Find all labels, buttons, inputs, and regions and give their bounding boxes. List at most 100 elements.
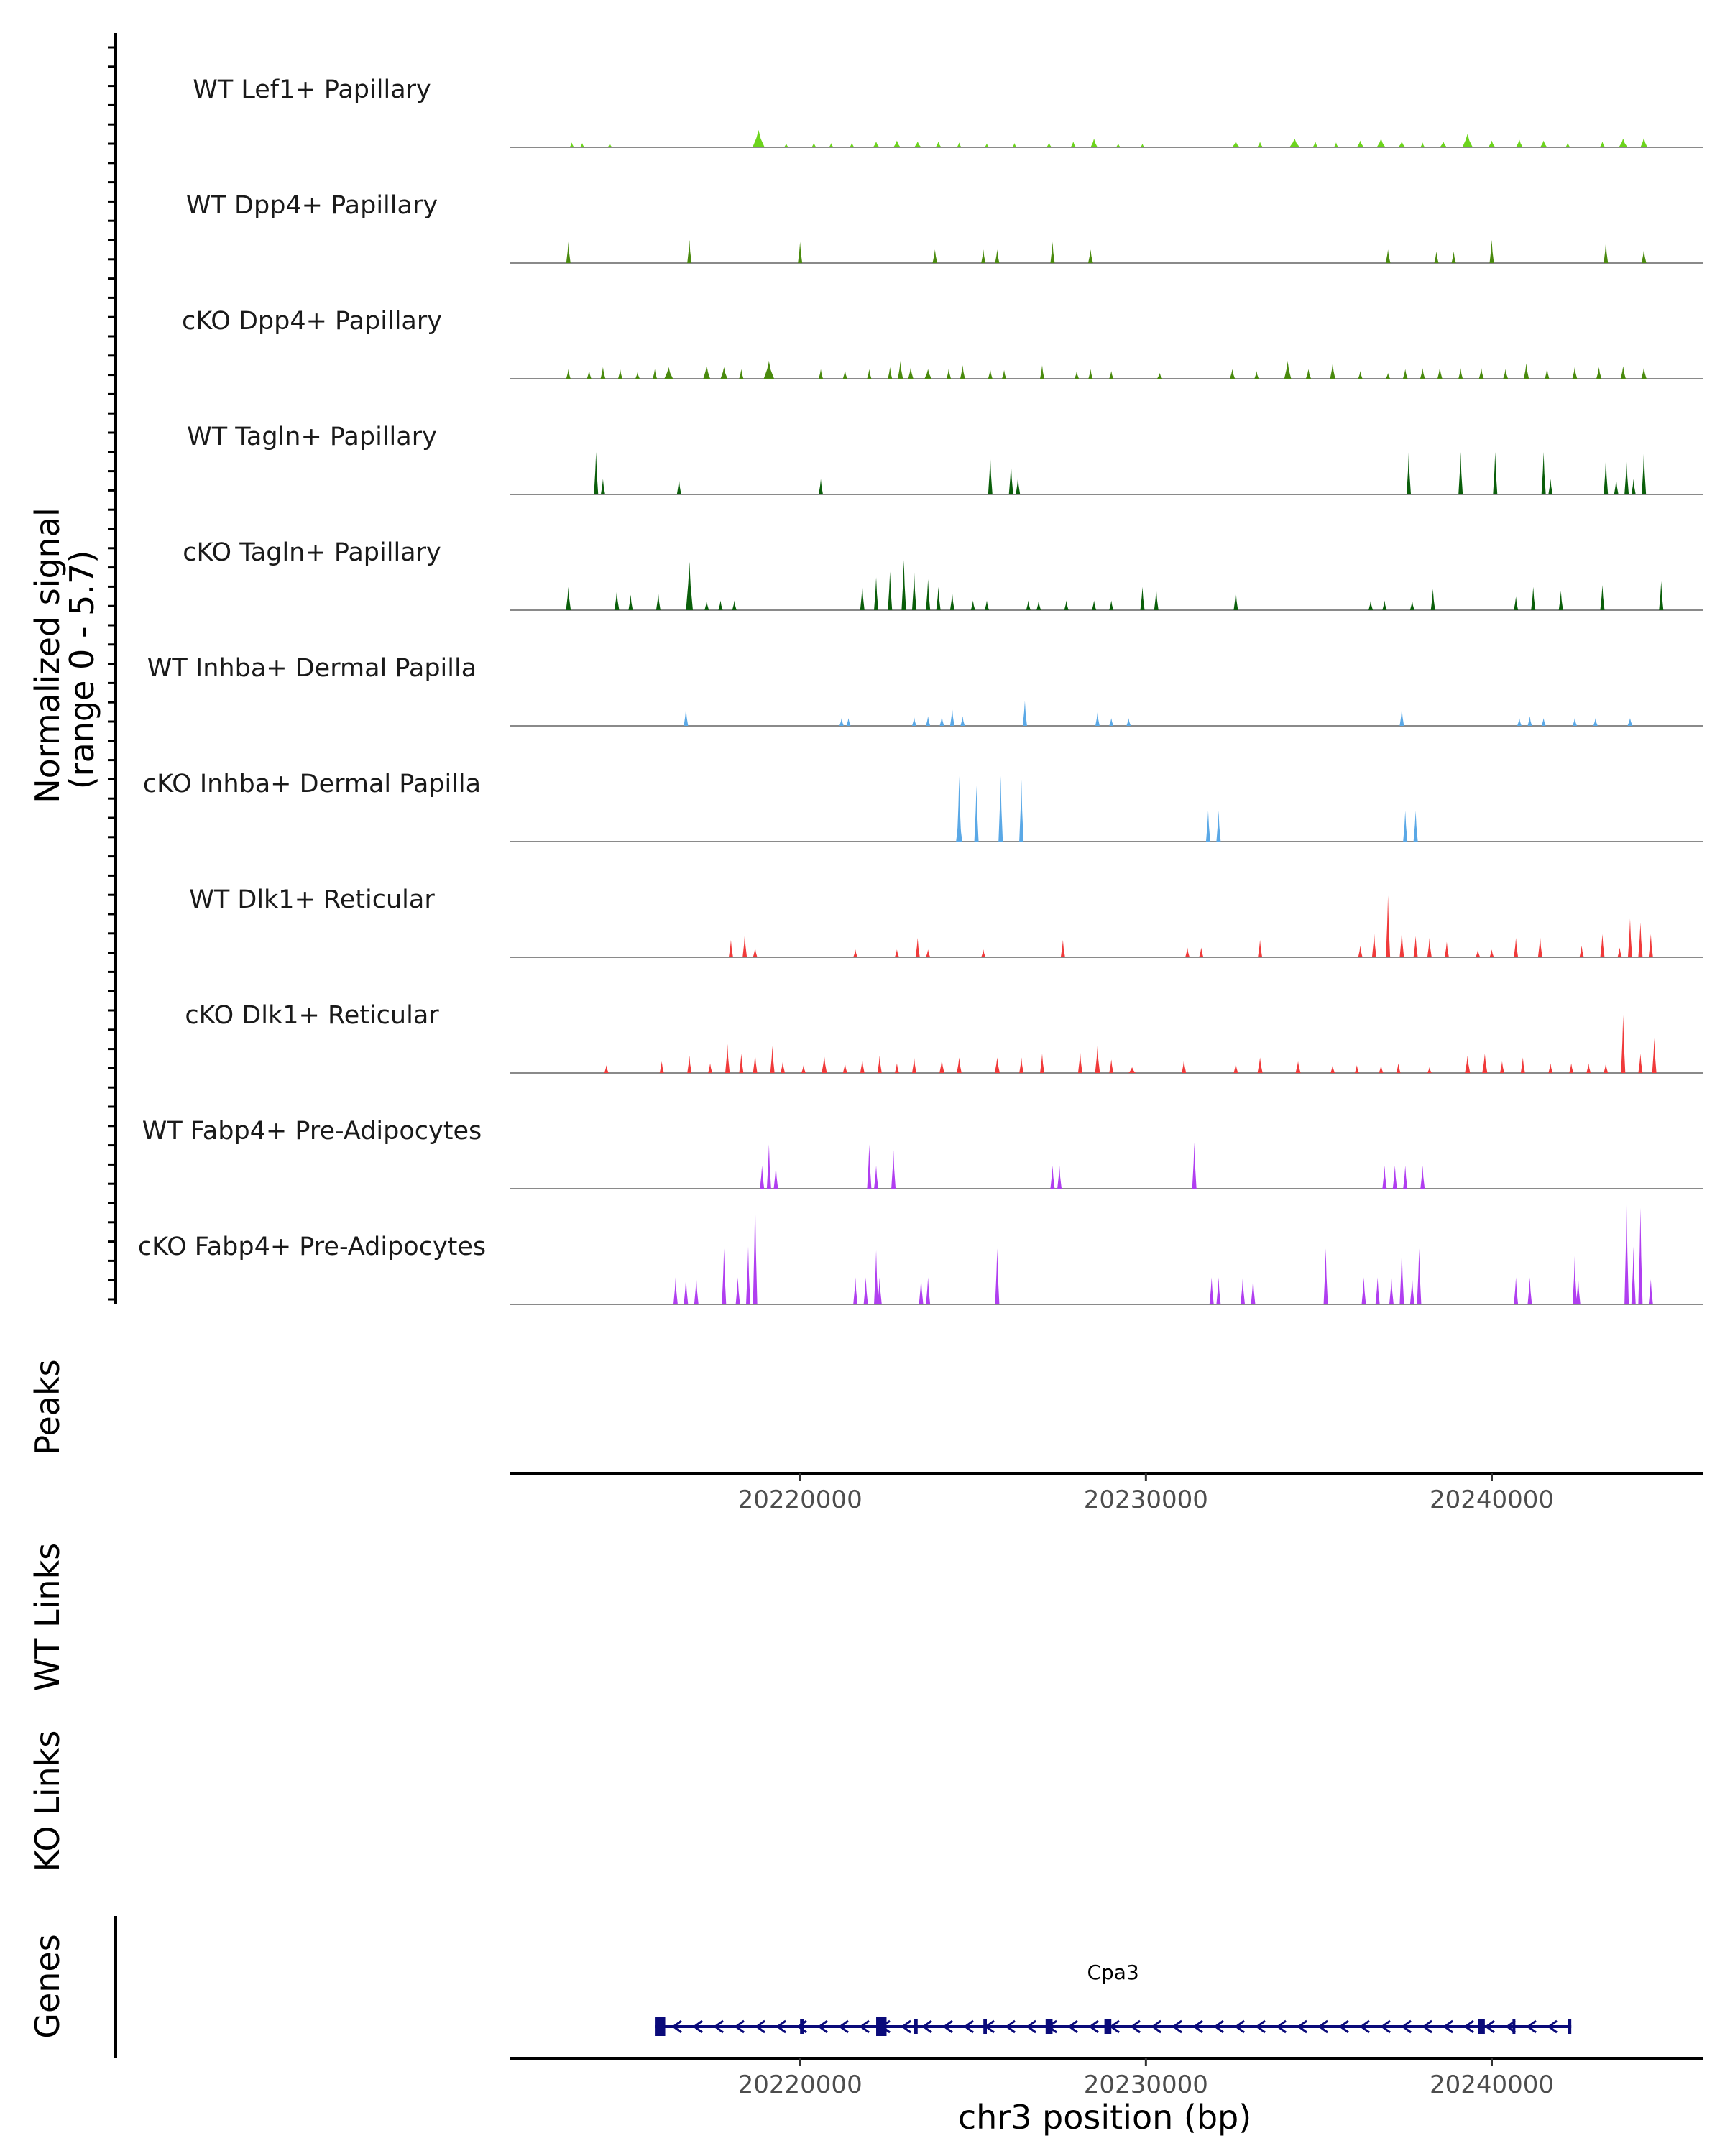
coverage-peak xyxy=(1407,479,1412,494)
coverage-peak xyxy=(1641,367,1647,379)
coverage-peak xyxy=(1540,140,1547,147)
coverage-peak xyxy=(1358,945,1363,957)
coverage-peak xyxy=(1572,718,1577,726)
x-tick-label: 20230000 xyxy=(1084,1485,1208,1514)
coverage-peak xyxy=(659,1061,664,1073)
coverage-peak xyxy=(676,479,681,494)
coverage-peak xyxy=(718,600,723,610)
strand-arrow xyxy=(1026,2019,1036,2034)
coverage-peak xyxy=(653,369,658,379)
coverage-peak xyxy=(1251,1277,1256,1304)
coverage-peak xyxy=(1572,367,1578,379)
coverage-peak xyxy=(1192,1142,1197,1189)
coverage-peak xyxy=(867,369,872,379)
coverage-peak xyxy=(1642,450,1647,494)
coverage-peak xyxy=(850,142,855,147)
y-axis-ticks xyxy=(108,46,116,1301)
coverage-peak xyxy=(914,141,921,147)
coverage-peak xyxy=(1527,1277,1532,1304)
coverage-peak xyxy=(819,369,824,379)
coverage-peak xyxy=(1548,1063,1553,1073)
coverage-peak xyxy=(1437,367,1443,379)
track-label: cKO Tagln+ Papillary xyxy=(183,538,441,567)
coverage-peak xyxy=(1659,581,1664,610)
coverage-peak xyxy=(1638,1054,1643,1073)
coverage-peak xyxy=(1451,251,1456,263)
coverage-peak xyxy=(1499,1061,1504,1073)
coverage-peak xyxy=(1371,932,1376,957)
strand-arrow xyxy=(817,2019,828,2034)
coverage-peak xyxy=(703,365,711,379)
gene-track: Cpa3 xyxy=(655,1961,1572,2036)
coverage-peak xyxy=(1090,138,1098,147)
coverage-peak xyxy=(770,1046,775,1073)
gene-exon xyxy=(1568,2019,1572,2034)
coverage-peak xyxy=(1516,139,1523,147)
coverage-peak xyxy=(1489,239,1494,263)
coverage-peak xyxy=(1039,365,1044,379)
coverage-peak xyxy=(798,241,803,263)
coverage-peak xyxy=(911,571,916,610)
coverage-peak xyxy=(607,143,612,147)
coverage-peak xyxy=(1070,141,1076,147)
coverage-peak xyxy=(600,479,605,494)
coverage-peak xyxy=(1182,1059,1187,1073)
coverage-peak xyxy=(1462,134,1473,147)
strand-arrow xyxy=(1443,2019,1453,2034)
coverage-peak xyxy=(1420,142,1425,147)
coverage-peak xyxy=(746,1246,750,1304)
coverage-peak xyxy=(684,708,689,726)
coverage-peak xyxy=(936,586,941,610)
gene-name: Cpa3 xyxy=(1087,1961,1138,1984)
strand-arrow xyxy=(838,2019,849,2034)
coverage-peak xyxy=(753,129,765,147)
coverage-peak xyxy=(1641,249,1647,263)
coverage-peak xyxy=(1185,947,1190,957)
coverage-peak xyxy=(1399,930,1404,957)
coverage-peak xyxy=(1057,1165,1062,1189)
strand-arrow xyxy=(901,2019,911,2034)
coverage-peak xyxy=(1458,368,1463,379)
coverage-peak xyxy=(842,1063,847,1073)
coverage-peak xyxy=(988,456,993,494)
coverage-peak xyxy=(1417,1248,1422,1304)
coverage-peak xyxy=(656,592,661,610)
coverage-peak xyxy=(1514,596,1519,610)
coverage-peak xyxy=(863,1277,868,1304)
track-label: cKO Inhba+ Dermal Papilla xyxy=(143,770,481,798)
coverage-peak xyxy=(1430,589,1435,610)
coverage-peak xyxy=(1156,372,1163,379)
coverage-peak xyxy=(580,143,585,147)
coverage-peak xyxy=(1330,363,1335,379)
gene-exon xyxy=(1512,2019,1516,2034)
coverage-peak xyxy=(956,811,962,842)
strand-arrow xyxy=(1463,2019,1474,2034)
coverage-peak xyxy=(908,367,914,379)
gene-exon xyxy=(655,2017,666,2036)
coverage-peak xyxy=(853,949,858,957)
coverage-peak xyxy=(739,1054,744,1073)
coverage-peak xyxy=(1402,369,1408,379)
coverage-peak xyxy=(1109,718,1114,726)
coverage-peak xyxy=(911,1057,916,1073)
coverage-peak xyxy=(1617,947,1622,957)
coverage-peak xyxy=(728,939,733,957)
strand-arrow xyxy=(1067,2019,1078,2034)
strand-arrow xyxy=(1359,2019,1370,2034)
coverage-peak xyxy=(873,141,880,147)
coverage-peak xyxy=(687,239,692,263)
track-label: WT Inhba+ Dermal Papilla xyxy=(147,654,477,683)
coverage-peak xyxy=(926,949,931,957)
coverage-peak xyxy=(1064,600,1069,610)
peaks-panel-label: Peaks xyxy=(28,1359,67,1455)
coverage-peak xyxy=(985,600,989,610)
strand-arrow xyxy=(1234,2019,1245,2034)
track-7: cKO Inhba+ Dermal Papilla xyxy=(143,770,1703,842)
coverage-peak xyxy=(939,1059,944,1073)
strand-arrow xyxy=(755,2019,765,2034)
coverage-peak xyxy=(783,143,788,147)
coverage-peak xyxy=(1356,140,1364,147)
coverage-peak xyxy=(915,938,920,957)
coverage-peak xyxy=(753,1054,758,1073)
coverage-peak xyxy=(684,1277,689,1304)
